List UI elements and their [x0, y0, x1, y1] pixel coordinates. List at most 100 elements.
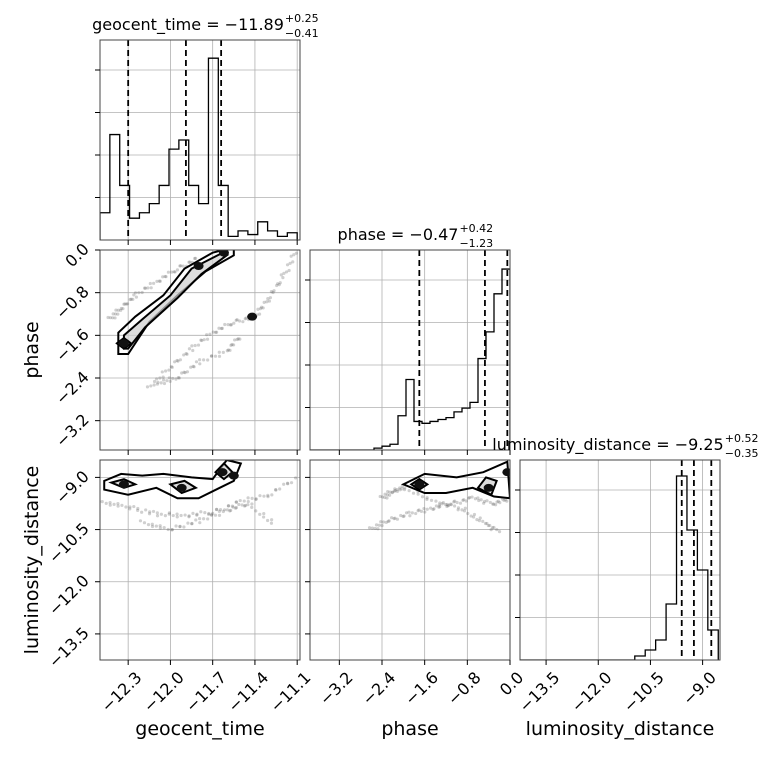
scatter-point — [250, 502, 254, 506]
scatter-point — [225, 349, 229, 353]
scatter-point — [477, 498, 481, 503]
scatter-point — [145, 385, 150, 389]
histogram-panel-geocent_time — [95, 39, 301, 245]
scatter-point — [209, 513, 214, 517]
scatter-point — [142, 521, 147, 525]
panel-frame — [99, 39, 301, 241]
histogram-panel-phase — [305, 249, 511, 455]
density-peak — [483, 483, 494, 492]
scatter-point — [285, 263, 290, 267]
scatter-point — [257, 312, 262, 316]
scatter-point — [231, 343, 236, 347]
histogram-title-luminosity_distance: luminosity_distance = −9.25 +0.52 −0.35 — [492, 432, 758, 460]
scatter-point — [494, 503, 498, 507]
scatter-point — [148, 281, 152, 286]
scatter-point — [438, 505, 442, 509]
scatter-point — [266, 495, 270, 499]
scatter-point — [483, 521, 488, 526]
histogram-bars — [100, 40, 298, 240]
scatter-point — [120, 503, 124, 507]
scatter-point — [229, 508, 233, 512]
scatter-point — [112, 502, 116, 506]
scatter-point — [237, 502, 241, 507]
scatter-point — [150, 524, 155, 529]
x-axis-label-geocent_time: geocent_time — [135, 718, 264, 740]
scatter-point — [238, 337, 242, 341]
scatter-point — [485, 499, 489, 503]
scatter-point — [161, 378, 166, 382]
scatter-point — [211, 330, 215, 334]
scatter-point — [376, 527, 380, 531]
scatter-point — [149, 286, 153, 290]
density-peak — [118, 339, 129, 348]
scatter-point — [168, 379, 172, 383]
scatter-point — [495, 500, 499, 504]
scatter-point — [262, 300, 266, 304]
scatter-point — [410, 511, 414, 515]
scatter-point — [234, 506, 239, 510]
scatter-point — [128, 505, 132, 509]
scatter-point — [175, 512, 179, 516]
scatter-point — [254, 497, 258, 501]
scatter-point — [158, 279, 162, 283]
histogram-step — [520, 475, 719, 660]
scatter-point — [399, 513, 403, 518]
scatter-point — [407, 510, 411, 514]
scatter-point — [136, 508, 140, 512]
scatter-point — [456, 506, 461, 510]
scatter-point — [172, 270, 176, 274]
scatter-point — [205, 337, 210, 341]
scatter-point — [265, 300, 269, 304]
scatter-point — [236, 337, 240, 341]
scatter-point — [269, 290, 274, 294]
scatter-point — [171, 513, 175, 518]
scatter-point — [170, 270, 174, 274]
scatter-point — [417, 508, 421, 512]
scatter-point — [497, 530, 502, 534]
scatter-point — [241, 320, 245, 324]
scatter-point — [240, 503, 244, 507]
scatter-point — [124, 302, 129, 306]
scatter-point — [173, 270, 177, 274]
scatter-point — [125, 302, 130, 306]
scatter-point — [472, 515, 476, 519]
scatter-point — [238, 498, 242, 503]
scatter-point — [470, 495, 474, 499]
scatter-point — [286, 482, 290, 486]
scatter-point — [254, 497, 258, 501]
scatter-point — [244, 316, 248, 320]
scatter-point — [229, 343, 233, 347]
scatter-point — [261, 306, 265, 310]
scatter-point — [271, 290, 275, 295]
scatter-point — [167, 512, 171, 516]
scatter-point — [187, 514, 191, 518]
scatter-point — [138, 519, 143, 523]
panel-title: phase = −0.47 — [338, 225, 459, 244]
scatter-point — [182, 353, 186, 357]
scatter-point — [155, 514, 160, 518]
scatter-point — [171, 376, 175, 381]
scatter-point — [373, 526, 377, 531]
scatter-point — [234, 500, 238, 504]
scatter-point — [154, 524, 158, 528]
scatter-point — [438, 501, 442, 505]
scatter-point — [143, 286, 148, 290]
scatter-point — [213, 354, 218, 358]
scatter-point — [232, 321, 236, 325]
scatter-point — [129, 297, 133, 301]
scatter-point — [390, 490, 395, 494]
scatter-point — [453, 499, 457, 503]
scatter-point — [134, 295, 139, 299]
scatter-point — [416, 492, 420, 496]
scatter-point — [184, 352, 188, 356]
scatter-point — [111, 316, 115, 320]
panel-frame — [309, 249, 511, 451]
scatter-point — [186, 521, 190, 525]
scatter-point — [177, 376, 181, 380]
scatter-point — [228, 509, 232, 513]
scatter-point — [170, 528, 174, 532]
scatter-point — [207, 512, 211, 516]
scatter-point — [403, 486, 407, 490]
scatter-point — [293, 476, 298, 480]
